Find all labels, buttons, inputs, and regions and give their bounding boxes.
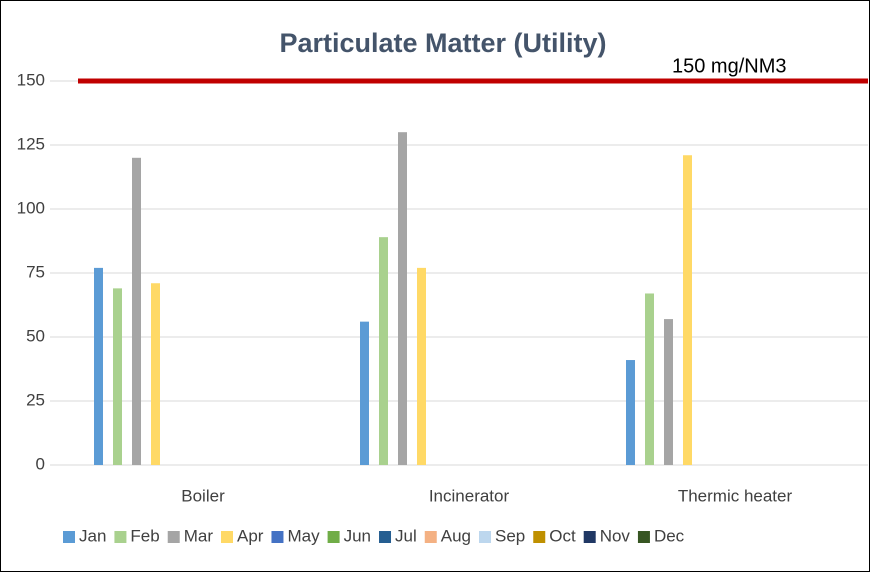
legend-label: Feb	[130, 526, 159, 545]
y-tick-label: 150	[17, 70, 45, 89]
y-tick-label: 100	[17, 198, 45, 217]
legend-label: Jul	[395, 526, 417, 545]
chart-title: Particulate Matter (Utility)	[279, 28, 606, 58]
legend-swatch	[379, 531, 392, 543]
x-tick-label: Boiler	[181, 486, 225, 505]
legend-swatch	[271, 531, 284, 543]
legend-swatch	[221, 531, 233, 543]
threshold-label: 150 mg/NM3	[672, 55, 787, 77]
y-tick-label: 0	[36, 454, 45, 473]
legend-swatch	[479, 531, 491, 543]
legend-swatch	[327, 531, 340, 543]
x-tick-label: Incinerator	[429, 486, 510, 505]
y-tick-label: 25	[26, 390, 45, 409]
legend-label: Mar	[184, 526, 214, 545]
bar	[417, 267, 426, 465]
bar	[132, 157, 141, 466]
bar	[94, 267, 103, 465]
legend-label: Dec	[654, 526, 685, 545]
bar	[113, 288, 122, 465]
legend-label: May	[287, 526, 320, 545]
bar	[360, 321, 369, 465]
y-tick-label: 50	[26, 326, 45, 345]
x-tick-label: Thermic heater	[678, 486, 793, 505]
bar	[683, 155, 692, 466]
bar	[626, 360, 635, 465]
legend-label: Jan	[79, 526, 106, 545]
legend-label: Aug	[441, 526, 471, 545]
bar	[151, 283, 160, 465]
y-tick-label: 75	[26, 262, 45, 281]
y-tick-label: 125	[17, 134, 45, 153]
legend-swatch	[583, 531, 596, 543]
legend-swatch	[114, 531, 127, 543]
bar	[398, 132, 407, 465]
legend-swatch	[63, 531, 75, 543]
legend-swatch	[167, 531, 180, 543]
bar	[379, 237, 388, 465]
legend-label: Sep	[495, 526, 525, 545]
legend-swatch	[424, 531, 437, 543]
legend-label: Jun	[344, 526, 371, 545]
legend-swatch	[637, 531, 650, 543]
bar	[645, 293, 654, 465]
legend-swatch	[533, 531, 546, 543]
legend-label: Oct	[549, 526, 576, 545]
legend-label: Apr	[237, 526, 264, 545]
legend-label: Nov	[600, 526, 631, 545]
bar	[664, 319, 673, 465]
